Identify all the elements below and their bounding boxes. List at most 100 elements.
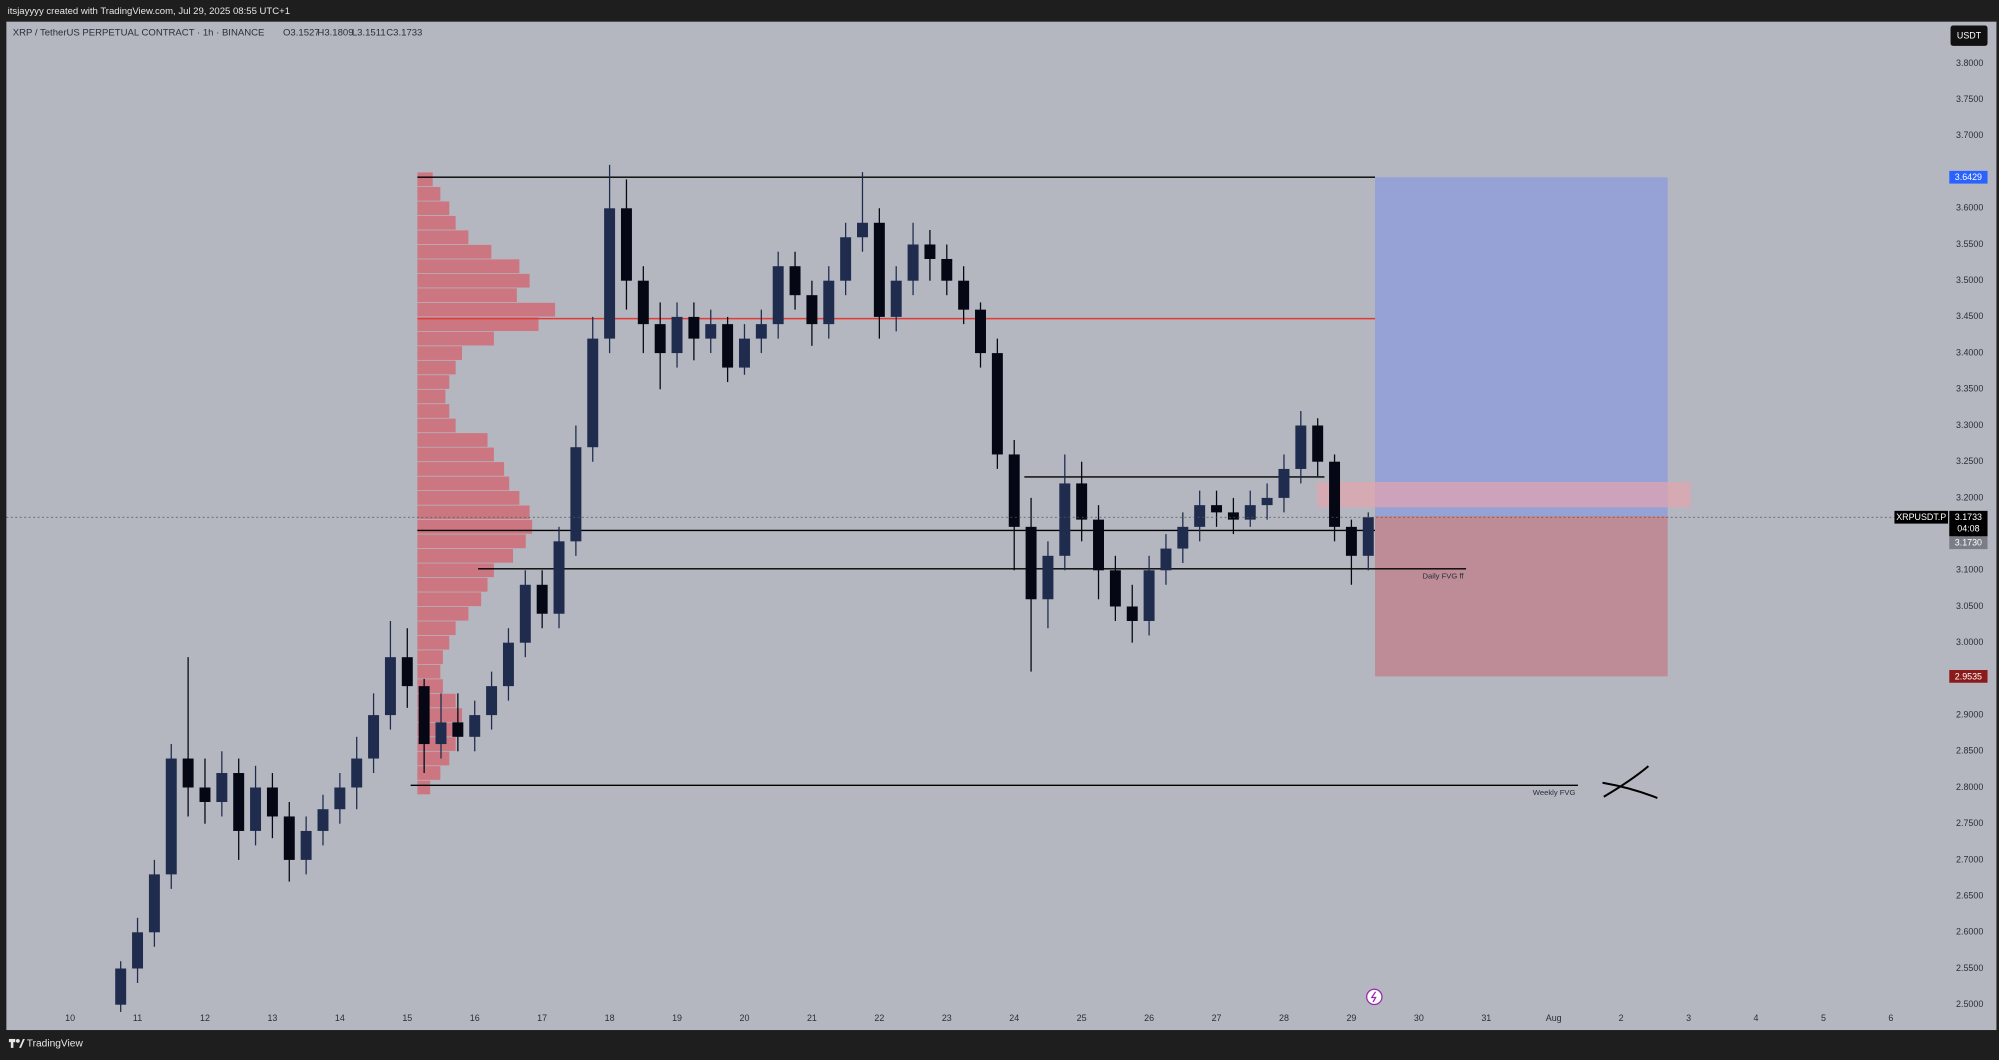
candle-body — [1278, 468, 1290, 498]
volume-profile-row — [417, 563, 494, 578]
currency-button[interactable] — [1950, 25, 1988, 46]
candle-body — [536, 584, 548, 614]
volume-profile-row — [417, 766, 441, 780]
candle-body — [1194, 505, 1206, 527]
volume-profile-row — [417, 215, 456, 230]
candle-body — [722, 324, 734, 368]
target-tag: 3.6429 — [1955, 172, 1982, 182]
candle-body — [1177, 526, 1189, 549]
second-price-tag-bg — [1949, 536, 1988, 550]
candle-body — [637, 280, 649, 325]
volume-profile-row — [417, 259, 520, 274]
x-tick-label: 19 — [672, 1013, 682, 1023]
candle-body — [1345, 526, 1357, 556]
candle-body — [873, 222, 885, 317]
x-tick-label: 20 — [740, 1013, 750, 1023]
candle-body — [924, 244, 936, 259]
volume-profile-row — [417, 650, 443, 665]
logo-dot — [15, 1038, 20, 1043]
candle-body — [519, 584, 531, 643]
candle-body — [132, 932, 144, 969]
target-tag-bg — [1949, 170, 1988, 184]
brand: TradingView — [27, 1039, 84, 1050]
x-tick-label: Aug — [1546, 1013, 1562, 1023]
symbol-tag-bg — [1894, 510, 1949, 524]
volume-profile-row — [417, 273, 530, 288]
candle-body — [435, 722, 447, 745]
x-tick-label: 25 — [1077, 1013, 1087, 1023]
stop-box — [1375, 515, 1668, 677]
logo — [8, 1038, 25, 1048]
volume-profile-row — [417, 548, 514, 563]
candle-body — [182, 758, 194, 788]
candle-body — [991, 353, 1003, 455]
candle-body — [1244, 505, 1256, 520]
candle-body — [1160, 548, 1172, 571]
volume-profile-row — [417, 317, 539, 331]
candle-body — [789, 266, 801, 296]
x-tick-label: 29 — [1346, 1013, 1356, 1023]
candle-body — [1025, 526, 1037, 600]
volume-profile-row — [417, 201, 450, 216]
y-tick-label: 3.7500 — [1956, 94, 1983, 104]
candle-body — [1329, 461, 1341, 527]
y-tick-label: 3.0500 — [1956, 601, 1983, 611]
candle-body — [250, 787, 262, 831]
volume-profile-row — [417, 592, 482, 607]
candle-body — [705, 324, 717, 339]
y-tick-label: 2.5500 — [1956, 963, 1983, 973]
candle-body — [334, 787, 346, 810]
x-tick-label: 6 — [1888, 1013, 1893, 1023]
x-tick-label: 15 — [402, 1013, 412, 1023]
candle-body — [1143, 570, 1155, 621]
x-tick-label: 27 — [1212, 1013, 1222, 1023]
y-tick-label: 3.5500 — [1956, 239, 1983, 249]
logo-slash — [19, 1038, 25, 1048]
y-tick-label: 2.6500 — [1956, 890, 1983, 900]
event-bolt — [1370, 991, 1377, 1003]
candle-body — [1227, 512, 1239, 520]
candle-body — [384, 657, 396, 716]
volume-profile-row — [417, 172, 433, 187]
countdown-tag: 04:08 — [1957, 524, 1979, 534]
volume-profile-row — [417, 577, 488, 592]
candle-body — [199, 787, 211, 802]
stop-tag-bg — [1949, 669, 1988, 683]
volume-profile-row — [417, 375, 450, 389]
candle-body — [941, 258, 953, 281]
y-tick-label: 2.8000 — [1956, 782, 1983, 792]
candle-body — [604, 208, 616, 339]
candle-body — [1312, 425, 1324, 462]
y-tick-label: 3.1000 — [1956, 565, 1983, 575]
x-tick-label: 28 — [1279, 1013, 1289, 1023]
x-tick-label: 14 — [335, 1013, 345, 1023]
candle-body — [300, 830, 312, 860]
ohlc-value: O3.1527 — [283, 28, 320, 39]
candle-body — [840, 237, 852, 281]
candle-body — [486, 686, 498, 716]
candle-body — [907, 244, 919, 281]
currency: USDT — [1957, 31, 1982, 41]
candle-body — [857, 222, 868, 238]
candle-body — [654, 324, 666, 354]
volume-profile-row — [417, 519, 533, 534]
volume-profile-row — [417, 491, 520, 505]
volume-profile-row — [417, 751, 450, 766]
volume-profile-row — [417, 621, 456, 636]
candle-body — [1109, 570, 1121, 607]
logo-stem — [10, 1038, 14, 1048]
candle-body — [1093, 519, 1104, 571]
y-tick-label: 3.4500 — [1956, 311, 1983, 321]
last-price-tag: 3.1733 — [1955, 512, 1982, 522]
volume-profile-row — [417, 302, 556, 317]
candle-body — [452, 722, 464, 737]
candle-body — [570, 447, 582, 542]
x-tick-label: 17 — [537, 1013, 547, 1023]
volume-profile-row — [417, 664, 441, 679]
volume-profile-row — [417, 331, 494, 346]
candle-body — [1059, 483, 1071, 556]
volume-profile-row — [417, 635, 450, 650]
y-tick-label: 3.6000 — [1956, 203, 1983, 213]
